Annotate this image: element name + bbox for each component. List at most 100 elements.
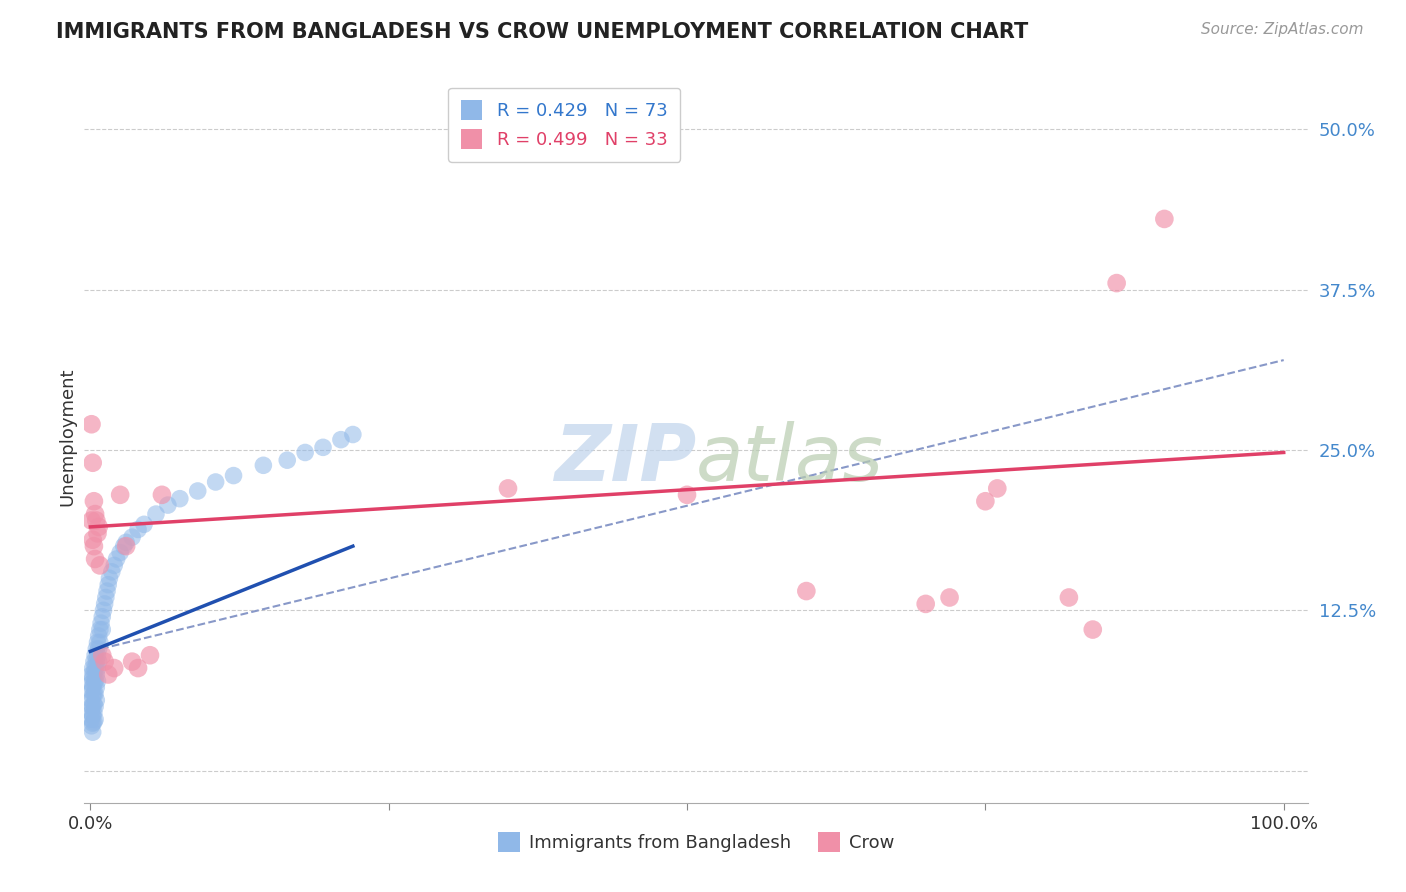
Point (103, 558, 125, 573)
Point (150, 488, 173, 502)
Point (82, 661, 104, 675)
Point (83, 714, 105, 729)
Point (80, 667, 103, 681)
Point (97, 667, 120, 681)
Point (82, 533, 104, 547)
Point (132, 517, 155, 532)
Point (96, 584, 118, 599)
Point (87, 520, 110, 534)
Point (87, 641, 110, 656)
Point (80, 719, 103, 733)
Legend: Immigrants from Bangladesh, Crow: Immigrants from Bangladesh, Crow (491, 825, 901, 860)
Point (89, 623, 111, 637)
Point (187, 483, 209, 498)
Point (84, 514, 107, 528)
Point (115, 539, 138, 553)
Point (84, 681, 107, 695)
Point (84, 661, 107, 675)
Text: Source: ZipAtlas.com: Source: ZipAtlas.com (1201, 22, 1364, 37)
Point (83, 687, 105, 701)
Point (87, 629, 110, 643)
Point (97, 577, 120, 591)
Point (112, 539, 135, 553)
Point (108, 545, 131, 559)
Point (115, 535, 138, 549)
Point (82, 681, 104, 695)
Point (84, 552, 107, 566)
Point (82, 671, 104, 685)
Point (82, 456, 104, 470)
Point (86, 648, 108, 663)
Point (312, 441, 335, 455)
Point (84, 673, 107, 688)
Point (82, 699, 104, 714)
Point (1153, 211, 1175, 226)
Point (1081, 623, 1104, 637)
Point (1105, 276, 1128, 290)
Point (89, 558, 111, 573)
Point (83, 655, 105, 669)
Point (156, 498, 179, 512)
Point (127, 661, 149, 675)
Point (145, 507, 167, 521)
Point (93, 603, 115, 617)
Point (84, 507, 107, 521)
Point (84, 648, 107, 663)
Point (276, 453, 298, 467)
Point (83, 676, 105, 690)
Point (80, 514, 103, 528)
Point (342, 427, 364, 442)
Point (91, 623, 114, 637)
Point (676, 488, 699, 502)
Point (986, 482, 1008, 496)
Point (83, 494, 105, 508)
Point (82, 690, 104, 704)
Point (105, 552, 128, 566)
Point (222, 468, 245, 483)
Point (83, 539, 105, 553)
Point (80, 676, 103, 690)
Point (80, 693, 103, 707)
Point (974, 494, 997, 508)
Point (84, 655, 107, 669)
Point (80, 712, 103, 726)
Text: atlas: atlas (696, 421, 884, 497)
Point (83, 666, 105, 681)
Point (294, 445, 316, 459)
Point (93, 655, 115, 669)
Point (94, 591, 117, 605)
Point (84, 687, 107, 701)
Point (91, 648, 114, 663)
Point (329, 433, 352, 447)
Point (86, 661, 108, 675)
Point (89, 635, 111, 649)
Point (84, 712, 107, 726)
Point (83, 697, 105, 711)
Point (86, 673, 108, 688)
Point (101, 565, 124, 579)
Point (82, 708, 104, 723)
Y-axis label: Unemployment: Unemployment (58, 368, 76, 507)
Point (169, 491, 191, 506)
Point (108, 488, 131, 502)
Point (1057, 591, 1080, 605)
Point (496, 482, 519, 496)
Point (121, 530, 143, 544)
Point (252, 458, 274, 473)
Point (98, 571, 121, 585)
Point (796, 584, 818, 599)
Point (91, 609, 114, 624)
Point (87, 655, 110, 669)
Point (938, 591, 960, 605)
Point (103, 661, 125, 675)
Point (84, 641, 107, 656)
Point (139, 648, 162, 663)
Point (80, 699, 103, 714)
Point (204, 475, 226, 489)
Point (82, 725, 104, 739)
Point (84, 667, 107, 681)
Point (83, 706, 105, 720)
Point (86, 635, 108, 649)
Point (82, 716, 104, 731)
Point (84, 693, 107, 707)
